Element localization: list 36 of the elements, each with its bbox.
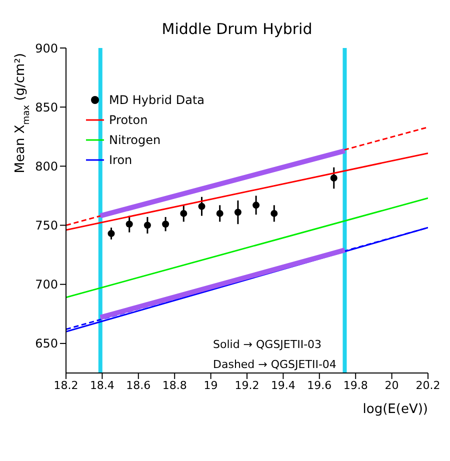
point bbox=[198, 202, 206, 210]
legend-label: Proton bbox=[109, 112, 148, 129]
point bbox=[126, 220, 133, 228]
x-tick-label: 20.2 bbox=[416, 378, 440, 392]
x-tick-label: 18.2 bbox=[54, 378, 78, 392]
x-tick-label: 19.4 bbox=[270, 378, 296, 392]
point bbox=[144, 222, 151, 229]
x-tick-label: 19 bbox=[204, 378, 218, 392]
point bbox=[270, 210, 278, 217]
annotation: Solid → QGSJETII-03 bbox=[213, 337, 323, 353]
chart-title: Middle Drum Hybrid bbox=[160, 20, 314, 38]
point bbox=[162, 220, 170, 228]
point bbox=[234, 208, 242, 216]
y-tick-label: 900 bbox=[35, 41, 58, 56]
y-tick-label: 800 bbox=[35, 159, 58, 174]
point bbox=[252, 202, 260, 209]
y-tick-label: 650 bbox=[35, 336, 58, 351]
y-tick-label: 750 bbox=[35, 218, 58, 233]
legend-label: Iron bbox=[109, 152, 132, 169]
x-tick-label: 18.4 bbox=[90, 378, 114, 392]
annotation: Dashed → QGSJETII-04 bbox=[213, 357, 336, 373]
point bbox=[330, 174, 338, 182]
x-axis-title: log(E(eV)) bbox=[362, 402, 428, 417]
y-tick-label: 850 bbox=[35, 100, 58, 114]
x-tick-label: 19.6 bbox=[307, 378, 332, 392]
point bbox=[216, 210, 224, 217]
legend-label: Nitrogen bbox=[109, 132, 161, 149]
x-tick-label: 18.6 bbox=[126, 378, 151, 392]
x-tick-label: 19.2 bbox=[234, 378, 260, 392]
x-tick-label: 18.8 bbox=[162, 378, 187, 392]
point bbox=[108, 230, 115, 238]
point bbox=[180, 210, 188, 217]
x-tick-label: 20 bbox=[384, 378, 399, 392]
x-tick-label: 19.8 bbox=[343, 378, 368, 392]
y-tick-label: 700 bbox=[35, 278, 58, 292]
legend-label: MD Hybrid Data bbox=[109, 92, 205, 109]
